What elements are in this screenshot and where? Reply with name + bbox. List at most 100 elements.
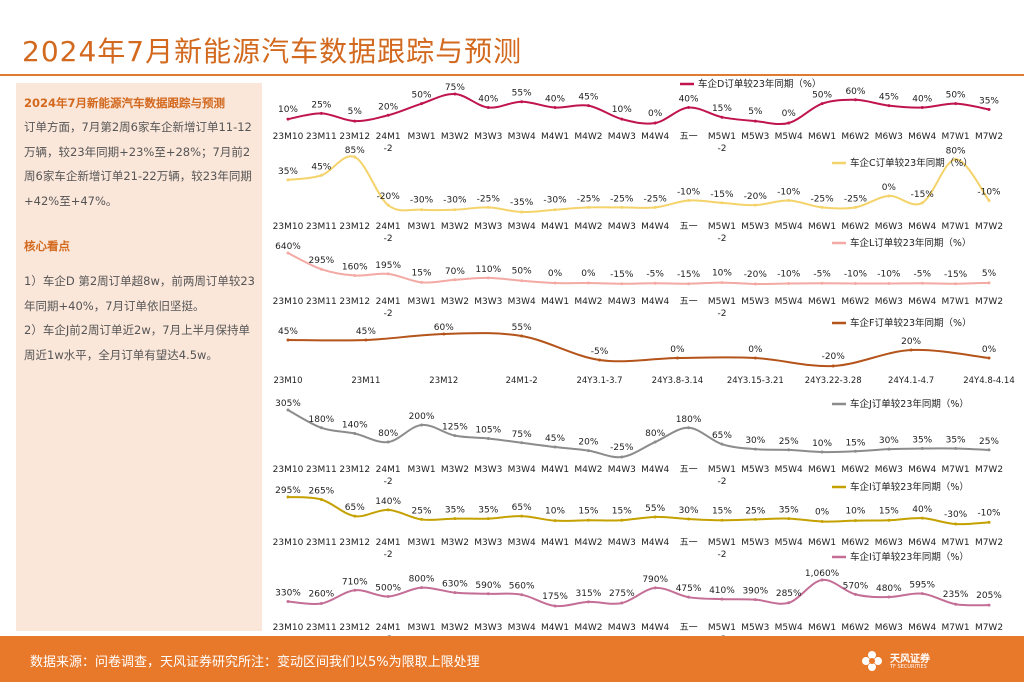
data-label: 15% <box>578 506 598 516</box>
data-label: -25% <box>477 194 501 204</box>
tick-label: M4W3 <box>608 297 636 307</box>
data-label: 75% <box>445 83 465 93</box>
tick-label: -2 <box>384 550 393 560</box>
tick-label: M6W2 <box>841 222 869 232</box>
tick-label: 24Y3.1-3.7 <box>576 376 622 386</box>
data-point <box>453 278 457 282</box>
data-point <box>720 115 724 119</box>
tick-label: M6W2 <box>841 465 869 475</box>
data-point <box>286 338 290 342</box>
data-point <box>753 119 757 123</box>
tick-label: 24M1 <box>376 132 401 142</box>
data-point <box>887 518 891 522</box>
data-label: 0% <box>581 269 596 279</box>
data-label: -25% <box>644 194 668 204</box>
data-label: -10% <box>977 188 1001 198</box>
data-point <box>753 447 757 451</box>
tick-label: M4W3 <box>608 623 636 633</box>
tick-label: M3W3 <box>474 623 502 633</box>
data-label: 0% <box>670 345 685 355</box>
data-label: 55% <box>645 504 665 514</box>
data-label: 80% <box>946 146 966 156</box>
data-point <box>720 442 724 446</box>
data-label: -15% <box>610 270 634 280</box>
data-label: 15% <box>412 268 432 278</box>
tick-label: M6W4 <box>908 297 936 307</box>
data-label: 20% <box>901 337 921 347</box>
data-point <box>687 282 691 286</box>
data-label: 40% <box>912 505 932 515</box>
tick-label: M3W4 <box>508 465 536 475</box>
data-label: 10% <box>545 507 565 517</box>
tick-label: -2 <box>717 309 726 319</box>
data-label: 75% <box>512 430 532 440</box>
tick-label: M4W1 <box>541 538 569 548</box>
data-point <box>520 514 524 518</box>
data-label: 10% <box>278 105 298 115</box>
data-point <box>853 592 857 596</box>
data-point <box>420 280 424 284</box>
data-label: 50% <box>812 91 832 101</box>
core-points: 1）车企D 第2周订单超8w，前两周订单较23年同期+40%，7月订单依旧坚挺。… <box>24 269 260 367</box>
tick-label: 23M12 <box>339 465 370 475</box>
data-point <box>787 448 791 452</box>
tick-label: M4W1 <box>541 623 569 633</box>
data-point <box>787 199 791 203</box>
data-point <box>987 603 991 607</box>
tick-label: -2 <box>717 550 726 560</box>
tick-label: M7W2 <box>975 623 1003 633</box>
tick-label: 24M1 <box>376 465 401 475</box>
tick-label: 24Y4.1-4.7 <box>888 376 934 386</box>
data-point <box>687 595 691 599</box>
data-point <box>520 100 524 104</box>
data-label: 40% <box>545 95 565 105</box>
tick-label: M7W1 <box>942 222 970 232</box>
data-point <box>453 434 457 438</box>
tick-label: -2 <box>717 635 726 636</box>
tick-label: M4W2 <box>574 297 602 307</box>
data-label: -5% <box>913 269 931 279</box>
data-label: -30% <box>443 196 467 206</box>
summary-orders: 订单方面，7月第2周6家车企新增订单11-12万辆，较23年同期+23%至+28… <box>24 115 260 213</box>
tick-label: M3W1 <box>407 538 435 548</box>
data-point <box>420 102 424 106</box>
tick-label: 23M11 <box>306 222 337 232</box>
tick-label: M7W1 <box>942 297 970 307</box>
tick-label: 23M11 <box>306 623 337 633</box>
data-label: -20% <box>822 352 846 362</box>
data-label: 60% <box>845 87 865 97</box>
tick-label: 23M11 <box>306 132 337 142</box>
tick-label: M4W4 <box>641 222 669 232</box>
data-label: -20% <box>744 270 768 280</box>
tick-label: M4W2 <box>574 465 602 475</box>
data-label: 80% <box>645 429 665 439</box>
data-point <box>820 450 824 454</box>
data-point <box>586 205 590 209</box>
data-point <box>386 203 390 207</box>
data-label: 390% <box>742 587 768 597</box>
data-point <box>753 598 757 602</box>
data-label: -10% <box>677 188 701 198</box>
data-label: 800% <box>409 575 435 585</box>
tick-label: M3W1 <box>407 623 435 633</box>
data-point <box>987 199 991 203</box>
tick-label: M3W3 <box>474 465 502 475</box>
tick-label: -2 <box>384 477 393 487</box>
data-point <box>920 201 924 205</box>
data-label: 5% <box>748 107 763 117</box>
data-label: -10% <box>844 270 868 280</box>
data-point <box>620 601 624 605</box>
tick-label: M3W2 <box>441 623 469 633</box>
data-label: 15% <box>712 104 732 114</box>
data-point <box>653 205 657 209</box>
data-label: -25% <box>577 194 601 204</box>
data-label: 25% <box>745 506 765 516</box>
data-label: -30% <box>410 196 434 206</box>
data-point <box>853 449 857 453</box>
data-point <box>720 518 724 522</box>
data-label: 40% <box>679 95 699 105</box>
tick-label: 23M10 <box>274 376 303 386</box>
tick-label: M4W3 <box>608 222 636 232</box>
tick-label: M6W4 <box>908 132 936 142</box>
tick-label: 23M10 <box>273 623 304 633</box>
